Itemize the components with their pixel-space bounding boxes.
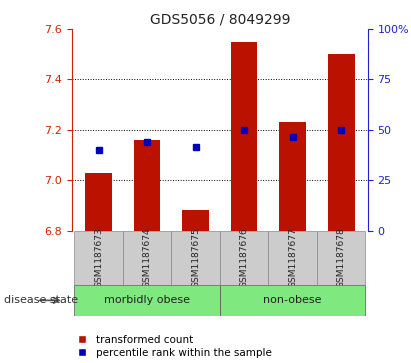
- Bar: [182, 210, 209, 231]
- Text: GDS5056 / 8049299: GDS5056 / 8049299: [150, 13, 290, 27]
- Bar: [220, 285, 365, 316]
- Text: GSM1187673: GSM1187673: [94, 227, 103, 288]
- Text: morbidly obese: morbidly obese: [104, 295, 190, 305]
- Bar: [279, 122, 306, 231]
- Text: disease state: disease state: [4, 295, 78, 305]
- Text: GSM1187678: GSM1187678: [337, 227, 346, 288]
- Bar: [74, 285, 220, 316]
- Bar: [328, 54, 355, 231]
- Text: GSM1187675: GSM1187675: [191, 227, 200, 288]
- Bar: [317, 231, 365, 285]
- Bar: [134, 140, 160, 231]
- Bar: [220, 231, 268, 285]
- Bar: [123, 231, 171, 285]
- Text: non-obese: non-obese: [263, 295, 322, 305]
- Bar: [85, 172, 112, 231]
- Legend: transformed count, percentile rank within the sample: transformed count, percentile rank withi…: [77, 335, 272, 358]
- Bar: [231, 42, 257, 231]
- Text: GSM1187674: GSM1187674: [143, 227, 152, 288]
- Text: GSM1187676: GSM1187676: [240, 227, 249, 288]
- Bar: [268, 231, 317, 285]
- Text: GSM1187677: GSM1187677: [288, 227, 297, 288]
- Bar: [171, 231, 220, 285]
- Bar: [74, 231, 123, 285]
